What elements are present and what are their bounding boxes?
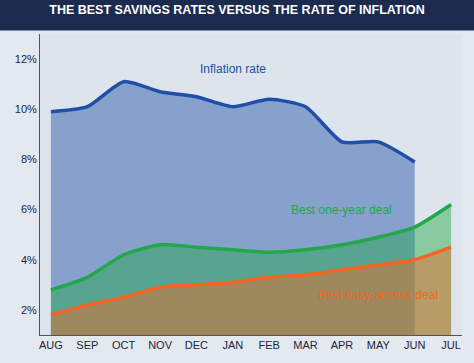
svg-text:THE BEST SAVINGS RATES VERSUS: THE BEST SAVINGS RATES VERSUS THE RATE O…: [49, 3, 424, 17]
svg-text:OCT: OCT: [112, 339, 136, 351]
svg-text:Best one-year deal: Best one-year deal: [291, 203, 392, 217]
svg-text:12%: 12%: [15, 53, 37, 65]
svg-text:JUL: JUL: [441, 339, 461, 351]
svg-text:6%: 6%: [21, 203, 37, 215]
svg-text:MAR: MAR: [293, 339, 318, 351]
svg-text:Best easy-access deal: Best easy-access deal: [318, 288, 438, 302]
svg-text:MAY: MAY: [367, 339, 391, 351]
svg-text:JAN: JAN: [222, 339, 243, 351]
svg-text:NOV: NOV: [148, 339, 173, 351]
svg-text:10%: 10%: [15, 103, 37, 115]
svg-text:4%: 4%: [21, 254, 37, 266]
svg-text:SEP: SEP: [76, 339, 98, 351]
svg-text:2%: 2%: [21, 304, 37, 316]
svg-text:FEB: FEB: [258, 339, 279, 351]
svg-text:8%: 8%: [21, 153, 37, 165]
svg-text:DEC: DEC: [185, 339, 208, 351]
svg-text:JUN: JUN: [404, 339, 425, 351]
svg-text:AUG: AUG: [39, 339, 63, 351]
svg-text:APR: APR: [331, 339, 354, 351]
svg-text:Inflation rate: Inflation rate: [200, 62, 266, 76]
